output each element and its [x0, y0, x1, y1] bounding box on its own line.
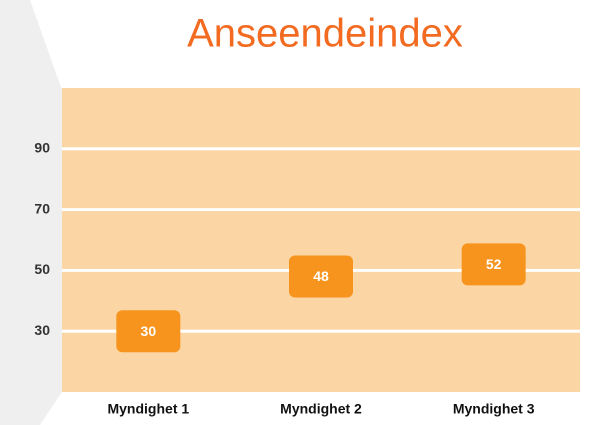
- y-tick-label: 90: [34, 140, 50, 156]
- y-tick-label: 70: [34, 200, 50, 216]
- x-tick-label: Myndighet 3: [453, 401, 535, 417]
- value-label: 48: [313, 268, 329, 284]
- chart-title: Anseendeindex: [187, 12, 463, 56]
- marker: [289, 255, 353, 298]
- marker: [116, 310, 181, 353]
- decoration: [0, 0, 62, 425]
- y-tick-label: 30: [34, 322, 50, 338]
- x-tick-label: Myndighet 2: [280, 401, 362, 417]
- value-label: 30: [141, 323, 157, 339]
- y-tick-label: 50: [34, 261, 50, 277]
- x-tick-label: Myndighet 1: [107, 401, 189, 417]
- marker: [461, 243, 526, 286]
- value-label: 52: [486, 256, 502, 272]
